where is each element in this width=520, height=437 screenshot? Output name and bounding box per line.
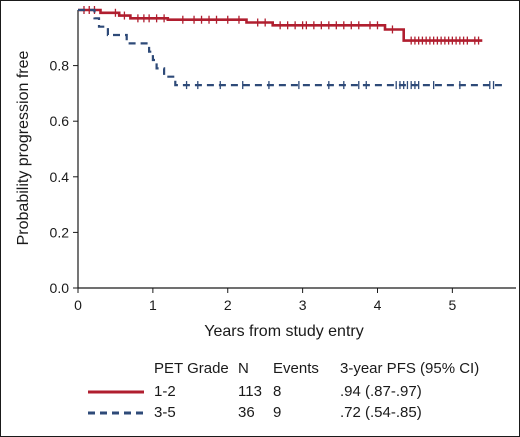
legend-row-2-pfs: .72 (.54-.85) (340, 404, 422, 421)
y-tick-label: 0.0 (50, 280, 70, 296)
axes (77, 10, 516, 289)
legend-swatch-dashed (88, 411, 144, 415)
y-tick-label: 0.8 (50, 58, 70, 74)
legend-swatch-solid (88, 390, 144, 394)
legend-row-1-group: 1-2 (154, 383, 176, 400)
legend-row-2-events: 9 (273, 404, 282, 421)
legend-row-1-n: 113 (238, 383, 262, 400)
legend-header-group: PET Grade (154, 360, 229, 377)
legend-row-2-group: 3-5 (154, 404, 176, 421)
legend-table: PET Grade N Events 3-year PFS (95% CI) 1… (0, 356, 520, 436)
x-tick-label: 3 (299, 297, 307, 313)
x-tick-label: 4 (374, 297, 382, 313)
km-chart: 0 1 2 3 4 5 0.0 0.2 0.4 0.6 0.8 Years from study e… (15, 6, 516, 340)
x-tick-label: 2 (224, 297, 232, 313)
curves (78, 6, 505, 90)
legend-row-1-pfs: .94 (.87-.97) (340, 383, 422, 400)
y-tick-label: 0.2 (50, 224, 70, 240)
legend-header-events: Events (273, 360, 319, 377)
y-tick-label: 0.6 (50, 113, 70, 129)
legend-row-1-events: 8 (273, 383, 282, 400)
x-tick-label: 5 (448, 297, 456, 313)
legend-header-n: N (238, 360, 249, 377)
x-tick-label: 1 (149, 297, 157, 313)
legend-header-pfs: 3-year PFS (95% CI) (340, 360, 480, 377)
series-line-2 (78, 8, 505, 87)
x-axis-title: Years from study entry (204, 323, 363, 340)
ticks: 0 1 2 3 4 5 0.0 0.2 0.4 0.6 0.8 (50, 58, 457, 313)
x-tick-label: 0 (74, 297, 82, 313)
y-tick-label: 0.4 (50, 169, 70, 185)
y-axis-title: Probability progression free (15, 51, 32, 246)
legend-row-2-n: 36 (238, 404, 255, 421)
